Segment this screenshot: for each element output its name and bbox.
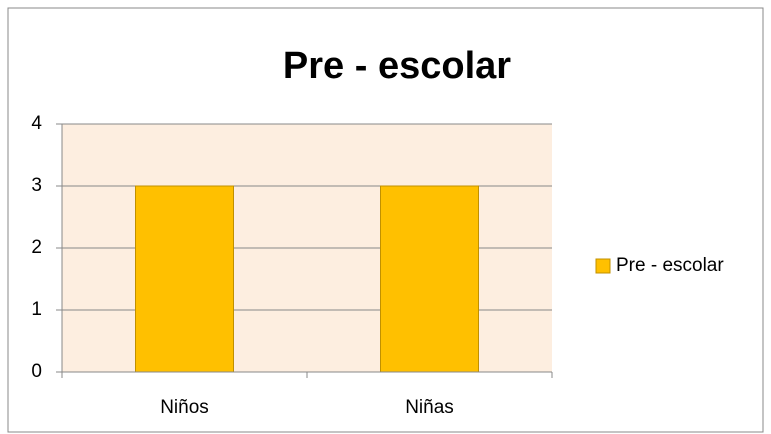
bar: [135, 185, 234, 373]
x-tick-label: Niños: [160, 397, 209, 418]
y-tick-label: 1: [31, 299, 42, 320]
x-tick-label: Niñas: [405, 397, 454, 418]
y-tick-label: 0: [31, 361, 42, 382]
chart-title: Pre - escolar: [283, 45, 511, 87]
legend-label: Pre - escolar: [616, 255, 724, 276]
legend-swatch: [595, 258, 611, 274]
y-tick-label: 4: [31, 113, 42, 134]
y-tick-label: 2: [31, 237, 42, 258]
y-tick-label: 3: [31, 175, 42, 196]
bar: [380, 185, 479, 373]
